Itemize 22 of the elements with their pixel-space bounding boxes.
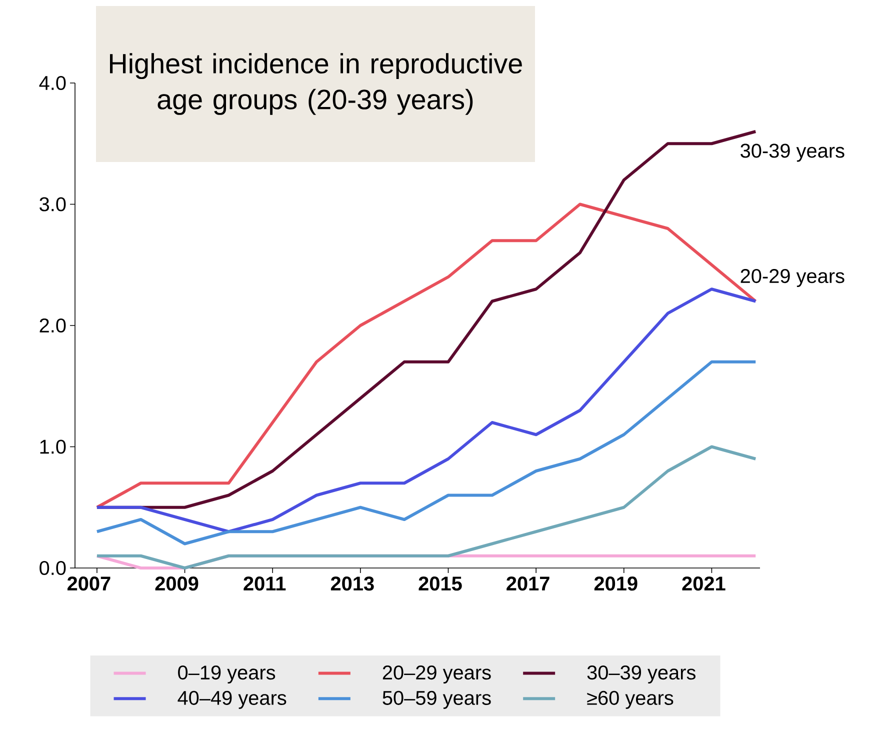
x-tick-label: 2007 — [67, 576, 110, 591]
legend-label: 0–19 years — [178, 665, 276, 684]
y-tick-label: 3.0 — [40, 197, 66, 212]
x-tick-label: 2019 — [594, 576, 638, 591]
legend-label: 20–29 years — [382, 665, 491, 684]
x-tick-label: 2009 — [155, 576, 198, 591]
x-tick-label: 2015 — [418, 576, 462, 591]
annotation: 20-29 years — [740, 269, 844, 288]
annotation: 30-39 years — [740, 144, 844, 162]
annotation: Highest incidence in reproductive age groups (20-39 years) — [110, 53, 522, 115]
x-tick-label: 2021 — [682, 576, 726, 591]
y-tick-label: 1.0 — [40, 440, 66, 454]
x-tick-label: 2011 — [244, 576, 286, 591]
x-tick-label: 2017 — [506, 576, 550, 591]
x-tick-label: 2013 — [330, 576, 374, 591]
y-tick-label: 4.0 — [39, 76, 66, 90]
y-tick-label: 2.0 — [40, 318, 66, 333]
legend-label: ≥60 years — [587, 690, 674, 709]
y-tick-label: 0.0 — [40, 560, 66, 576]
legend-label: 50–59 years — [382, 690, 491, 709]
legend-label: 30–39 years — [587, 665, 696, 684]
legend-label: 40–49 years — [178, 690, 286, 709]
